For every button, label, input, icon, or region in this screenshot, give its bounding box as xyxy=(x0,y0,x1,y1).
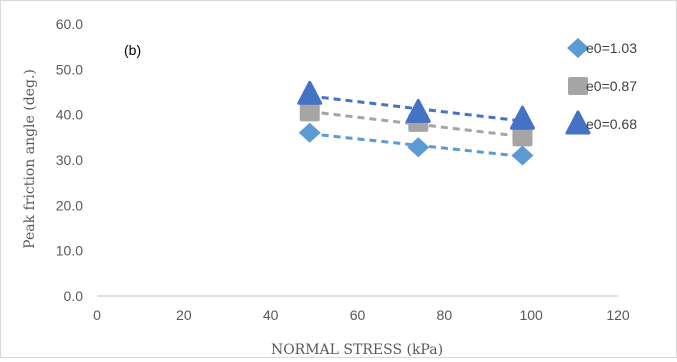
legend-marker-e0=0.68 xyxy=(565,110,591,135)
y-tick-label: 0.0 xyxy=(64,288,84,304)
legend-marker-e0=1.03 xyxy=(567,38,589,58)
y-tick-label: 50.0 xyxy=(56,61,83,77)
legend: e0=1.03 e0=0.87 e0=0.68 xyxy=(565,38,637,135)
y-tick-label: 60.0 xyxy=(56,16,83,32)
legend-marker-e0=0.87 xyxy=(568,77,588,95)
data-point-e0=0.68 xyxy=(509,105,535,130)
y-tick-label: 30.0 xyxy=(56,152,83,168)
x-tick-label: 100 xyxy=(519,307,543,323)
x-tick-label: 0 xyxy=(93,307,101,323)
y-tick-label: 40.0 xyxy=(56,107,83,123)
panel-annotation: (b) xyxy=(124,42,141,58)
x-tick-label: 120 xyxy=(606,307,630,323)
x-tick-label: 60 xyxy=(350,307,366,323)
legend-label: e0=1.03 xyxy=(586,40,637,56)
data-point-e0=0.68 xyxy=(405,98,431,123)
data-point-e0=1.03 xyxy=(407,137,430,158)
x-tick-label: 80 xyxy=(437,307,453,323)
legend-label: e0=0.87 xyxy=(586,78,637,94)
data-point-e0=1.03 xyxy=(511,145,534,166)
data-point-e0=0.87 xyxy=(512,128,533,147)
y-tick-label: 10.0 xyxy=(56,243,83,259)
x-tick-label: 20 xyxy=(176,307,192,323)
y-tick-label: 20.0 xyxy=(56,197,83,213)
tick-labels: 0 20 40 60 80 100 120 0.0 10.0 20.0 30.0 40.0 50.0 60… xyxy=(56,16,630,323)
legend-label: e0=0.68 xyxy=(586,116,637,132)
data-point-e0=0.68 xyxy=(297,80,323,105)
data-point-e0=1.03 xyxy=(298,122,321,143)
data-points xyxy=(297,80,535,166)
x-tick-label: 40 xyxy=(263,307,279,323)
y-axis-title: Peak friction angle (deg.) xyxy=(22,69,38,249)
x-axis-title: NORMAL STRESS (kPa) xyxy=(271,342,443,357)
data-point-e0=0.87 xyxy=(299,103,320,122)
